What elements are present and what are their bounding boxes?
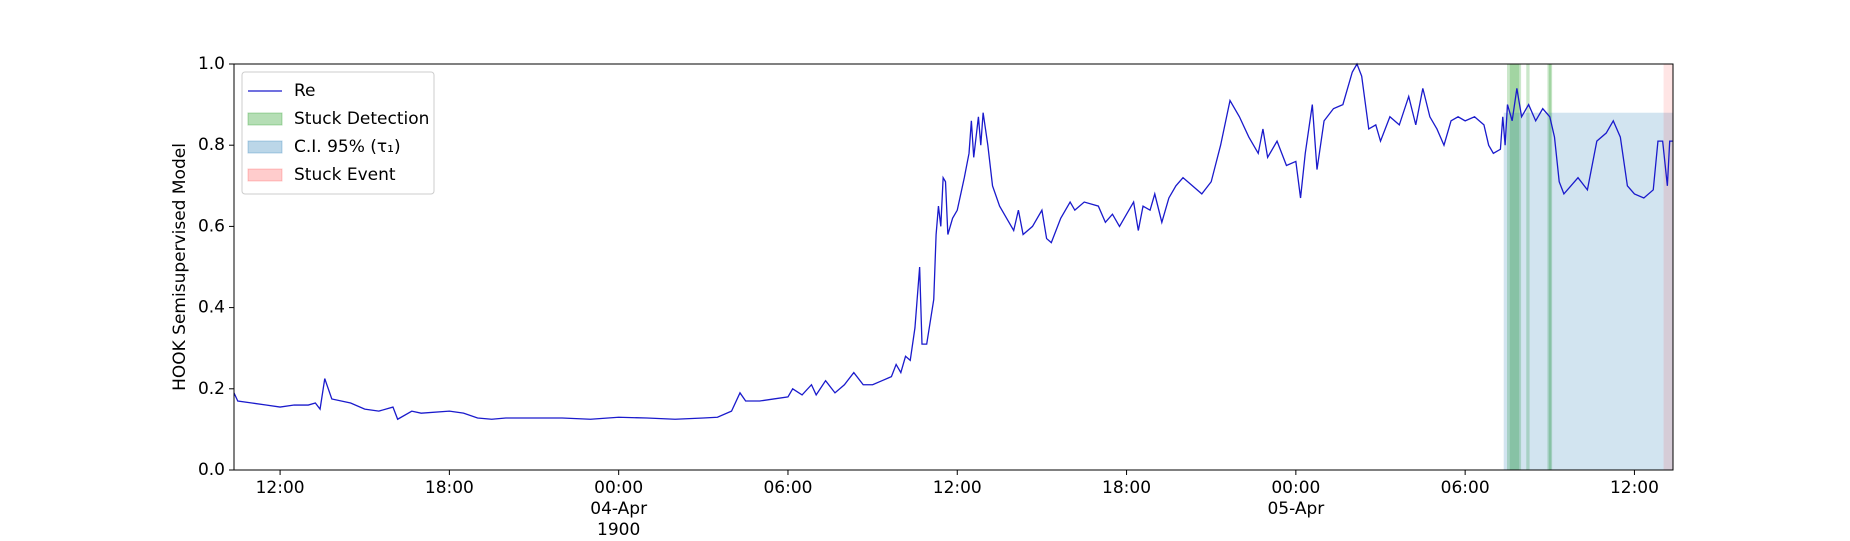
legend-label: Re bbox=[294, 81, 316, 101]
x-tick-label: 12:00 bbox=[1609, 478, 1659, 498]
y-tick-label: 1.0 bbox=[198, 54, 225, 74]
span bbox=[1548, 64, 1552, 470]
legend-label: Stuck Event bbox=[294, 165, 396, 185]
plot-frame bbox=[233, 63, 1674, 471]
y-tick-label: 0.8 bbox=[198, 135, 225, 155]
y-tick-label: 0.4 bbox=[198, 298, 225, 318]
legend-box bbox=[241, 71, 435, 195]
span bbox=[1663, 64, 1673, 470]
span bbox=[1506, 64, 1522, 470]
y-tick-label: 0.0 bbox=[198, 460, 225, 480]
x-tick-label: 18:00 bbox=[1102, 478, 1152, 498]
y-tick-label: 0.6 bbox=[198, 216, 225, 236]
span bbox=[1526, 64, 1530, 470]
legend-patch bbox=[247, 168, 283, 182]
page: HOOK Semisupervised Model 0.0 0.2 0.4 0.6 0.… bbox=[170, 54, 1674, 540]
legend-patch bbox=[247, 140, 283, 154]
x-tick-label: 00:00 04-Apr 1900 bbox=[590, 478, 648, 540]
legend-label: Stuck Detection bbox=[294, 109, 429, 129]
line bbox=[233, 62, 1673, 421]
x-tick-label: 00:00 05-Apr bbox=[1267, 478, 1325, 519]
span bbox=[1547, 64, 1553, 470]
x-tick-label: 06:00 bbox=[1440, 478, 1490, 498]
y-tick-label: 0.2 bbox=[198, 379, 225, 399]
legend-patch bbox=[247, 112, 283, 126]
x-tick-label: 06:00 bbox=[763, 478, 813, 498]
chart: HOOK Semisupervised Model 0.0 0.2 0.4 0.6 0.… bbox=[170, 54, 1674, 480]
x-tick-label: 12:00 bbox=[932, 478, 982, 498]
x-tick-label: 18:00 bbox=[424, 478, 474, 498]
x-tick-label: 12:00 bbox=[255, 478, 305, 498]
y-axis-label: HOOK Semisupervised Model bbox=[170, 143, 190, 391]
legend: Re Stuck Detection C.I. 95% (τ₁) Stuck Even… bbox=[241, 71, 435, 195]
legend-label: C.I. 95% (τ₁) bbox=[294, 137, 401, 157]
span bbox=[1503, 112, 1673, 470]
span bbox=[1509, 64, 1520, 470]
